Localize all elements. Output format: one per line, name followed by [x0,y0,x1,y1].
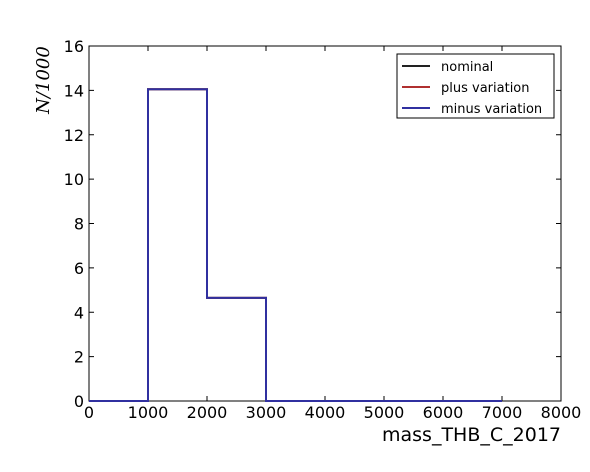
y-tick-label: 10 [64,170,84,189]
x-tick-label: 6000 [423,403,464,422]
legend-label: minus variation [441,102,542,117]
x-tick-label: 5000 [364,403,405,422]
series-group [89,88,502,402]
y-tick-label: 0 [74,392,84,411]
legend-label: nominal [441,60,493,75]
x-tick-label: 0 [84,403,94,422]
x-tick-label: 8000 [541,403,582,422]
legend: nominal plus variation minus variation [396,53,555,119]
x-tick-label: 7000 [482,403,523,422]
x-axis-label: mass_THB_C_2017 [382,424,561,446]
x-tick-label: 4000 [305,403,346,422]
series-line-minus-variation [89,88,502,402]
x-tick-label: 1000 [128,403,169,422]
y-tick-label: 6 [74,259,84,278]
y-axis-label: N/1000 [33,46,54,115]
y-tick-label: 2 [74,348,84,367]
y-tick-label: 4 [74,303,84,322]
x-axis: 0 1000 2000 3000 4000 5000 6000 7000 8000 [84,46,581,422]
x-tick-label: 3000 [246,403,287,422]
legend-label: plus variation [441,81,530,96]
x-tick-label: 2000 [187,403,228,422]
y-tick-label: 16 [64,37,84,56]
y-tick-label: 12 [64,126,84,145]
y-tick-label: 8 [74,215,84,234]
y-axis: 0 2 4 6 8 10 12 14 16 [64,37,561,411]
y-tick-label: 14 [64,81,84,100]
